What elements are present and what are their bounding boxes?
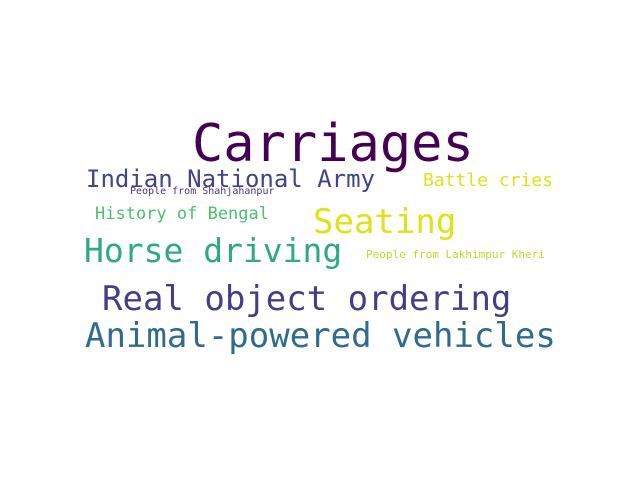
word-real-object-ordering: Real object ordering <box>102 279 512 319</box>
word-history-of-bengal: History of Bengal <box>95 204 269 224</box>
word-carriages: Carriages <box>192 114 474 174</box>
word-seating: Seating <box>313 202 457 242</box>
word-horse-driving: Horse driving <box>84 231 343 270</box>
word-battle-cries: Battle cries <box>423 170 554 191</box>
word-animal-powered-vehicles: Animal-powered vehicles <box>85 316 556 356</box>
word-indian-national-army: Indian National Army <box>86 165 375 193</box>
word-people-from-lakhimpur-kheri: People from Lakhimpur Kheri <box>366 248 545 261</box>
word-people-from-shahjahanpur: People from Shahjahanpur <box>130 186 275 197</box>
